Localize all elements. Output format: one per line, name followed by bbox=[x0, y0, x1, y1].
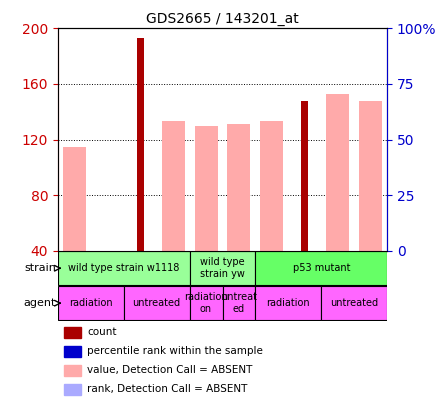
FancyBboxPatch shape bbox=[321, 286, 387, 320]
Text: value, Detection Call = ABSENT: value, Detection Call = ABSENT bbox=[88, 365, 253, 375]
FancyBboxPatch shape bbox=[255, 252, 387, 285]
FancyBboxPatch shape bbox=[124, 286, 190, 320]
Bar bbox=[65, 384, 81, 395]
Text: rank, Detection Call = ABSENT: rank, Detection Call = ABSENT bbox=[88, 384, 248, 394]
Text: p53 mutant: p53 mutant bbox=[292, 263, 350, 273]
FancyBboxPatch shape bbox=[58, 252, 190, 285]
Bar bbox=[137, 38, 144, 251]
Text: wild type
strain yw: wild type strain yw bbox=[200, 258, 245, 279]
Text: untreat
ed: untreat ed bbox=[221, 292, 257, 314]
Text: radiation: radiation bbox=[267, 298, 310, 308]
Bar bbox=[194, 126, 218, 251]
Text: untreated: untreated bbox=[133, 298, 181, 308]
FancyBboxPatch shape bbox=[255, 286, 321, 320]
Bar bbox=[227, 124, 251, 251]
Text: wild type strain w1118: wild type strain w1118 bbox=[68, 263, 179, 273]
Title: GDS2665 / 143201_at: GDS2665 / 143201_at bbox=[146, 12, 299, 26]
FancyBboxPatch shape bbox=[190, 252, 255, 285]
Text: agent: agent bbox=[24, 298, 56, 308]
Bar bbox=[301, 100, 308, 251]
Bar bbox=[326, 94, 349, 251]
Bar bbox=[65, 346, 81, 357]
Text: strain: strain bbox=[24, 263, 56, 273]
FancyBboxPatch shape bbox=[58, 286, 124, 320]
Text: percentile rank within the sample: percentile rank within the sample bbox=[88, 346, 263, 356]
Bar bbox=[65, 365, 81, 376]
Bar bbox=[63, 147, 86, 251]
Text: count: count bbox=[88, 327, 117, 337]
Bar bbox=[359, 100, 382, 251]
Text: radiation: radiation bbox=[69, 298, 113, 308]
Text: radiation
on: radiation on bbox=[184, 292, 228, 314]
Bar bbox=[65, 327, 81, 338]
Text: untreated: untreated bbox=[330, 298, 378, 308]
FancyBboxPatch shape bbox=[190, 286, 222, 320]
FancyBboxPatch shape bbox=[222, 286, 255, 320]
Bar bbox=[162, 122, 185, 251]
Bar bbox=[260, 122, 283, 251]
